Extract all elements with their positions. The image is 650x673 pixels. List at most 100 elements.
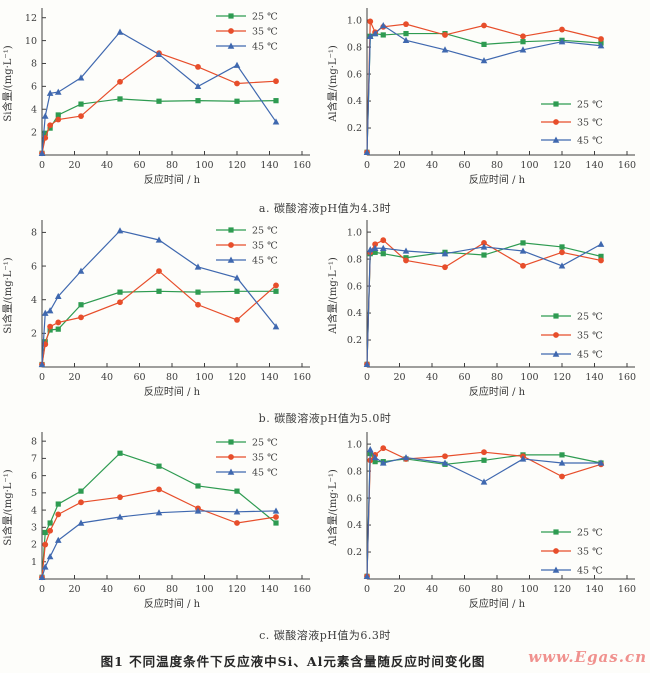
svg-text:1: 1 [31,557,37,568]
svg-text:45 ℃: 45 ℃ [577,566,603,577]
svg-text:0.6: 0.6 [347,69,362,80]
chart-panel-c-al: 0 20 40 60 80 100 120 140 160 0.2 0.4 0.6 0.8 1.0 反应时间… [325,424,650,620]
svg-text:0.8: 0.8 [347,42,362,53]
svg-text:3: 3 [31,523,37,534]
svg-text:120: 120 [228,160,246,171]
svg-text:40: 40 [101,160,113,171]
chart-b-si: 0 20 40 60 80 100 120 140 160 2 4 6 8 反应时间 / h Si含量/(m… [1,220,311,398]
svg-text:45 ℃: 45 ℃ [252,468,278,479]
chart-a-al: 0 20 40 60 80 100 120 140 160 0.2 0.4 0.6 0.8 1.0 反应时间… [326,8,636,186]
svg-text:100: 100 [520,584,538,595]
svg-text:140: 140 [260,372,278,383]
chart-a-si: 0 20 40 60 80 100 120 140 160 2 4 6 8 10 12 反应时间 / h Si含… [1,8,311,186]
svg-text:Si含量/(mg·L⁻¹): Si含量/(mg·L⁻¹) [1,257,14,333]
svg-text:0: 0 [39,584,45,595]
svg-text:0: 0 [364,160,370,171]
svg-text:160: 160 [618,372,636,383]
chart-panel-b-si: 0 20 40 60 80 100 120 140 160 2 4 6 8 反应时间 / h Si含量/(m… [0,212,325,408]
svg-text:35 ℃: 35 ℃ [252,27,278,38]
svg-text:35 ℃: 35 ℃ [252,241,278,252]
svg-text:反应时间 / h: 反应时间 / h [144,597,201,610]
svg-text:100: 100 [520,372,538,383]
svg-text:40: 40 [426,160,438,171]
svg-text:5: 5 [31,488,37,499]
svg-text:100: 100 [195,372,213,383]
svg-text:反应时间 / h: 反应时间 / h [469,597,526,610]
svg-text:25 ℃: 25 ℃ [577,100,603,111]
svg-text:160: 160 [618,584,636,595]
svg-text:40: 40 [426,372,438,383]
svg-text:160: 160 [293,160,311,171]
watermark-text: www.Egas.cn [528,648,647,666]
svg-text:100: 100 [195,584,213,595]
svg-text:Si含量/(mg·L⁻¹): Si含量/(mg·L⁻¹) [1,469,14,545]
chart-panel-c-si: 0 20 40 60 80 100 120 140 160 1 2 3 4 5 6 7 8 反应时间 / h Si含… [0,424,325,620]
svg-text:Al含量/(mg·L⁻¹): Al含量/(mg·L⁻¹) [326,45,339,123]
svg-text:0: 0 [364,584,370,595]
svg-text:45 ℃: 45 ℃ [252,42,278,53]
svg-text:8: 8 [31,59,37,70]
chart-panel-a-si: 0 20 40 60 80 100 120 140 160 2 4 6 8 10 12 反应时间 / h Si含… [0,0,325,196]
svg-text:160: 160 [293,372,311,383]
svg-text:2: 2 [31,127,37,138]
svg-text:140: 140 [585,160,603,171]
svg-text:35 ℃: 35 ℃ [577,331,603,342]
svg-text:100: 100 [195,160,213,171]
svg-text:0.4: 0.4 [347,96,362,107]
svg-text:25 ℃: 25 ℃ [252,12,278,23]
svg-text:8: 8 [31,436,37,447]
svg-text:25 ℃: 25 ℃ [577,312,603,323]
svg-text:45 ℃: 45 ℃ [577,136,603,147]
svg-text:反应时间 / h: 反应时间 / h [144,173,201,186]
svg-text:20: 20 [393,160,405,171]
svg-text:20: 20 [68,372,80,383]
svg-text:80: 80 [166,372,178,383]
svg-text:0.2: 0.2 [347,123,362,134]
svg-text:35 ℃: 35 ℃ [252,453,278,464]
chart-panel-a-al: 0 20 40 60 80 100 120 140 160 0.2 0.4 0.6 0.8 1.0 反应时间… [325,0,650,196]
svg-text:60: 60 [133,372,145,383]
svg-text:60: 60 [133,160,145,171]
svg-text:120: 120 [553,372,571,383]
subcaption-a: a. 碳酸溶液pH值为4.3时 [258,202,392,215]
svg-text:2: 2 [31,329,37,340]
svg-text:Al含量/(mg·L⁻¹): Al含量/(mg·L⁻¹) [326,257,339,335]
svg-text:20: 20 [68,160,80,171]
svg-text:40: 40 [426,584,438,595]
svg-text:120: 120 [553,584,571,595]
svg-text:100: 100 [520,160,538,171]
svg-text:Al含量/(mg·L⁻¹): Al含量/(mg·L⁻¹) [326,469,339,547]
svg-text:6: 6 [31,261,37,272]
svg-text:0.4: 0.4 [347,308,362,319]
svg-text:0.6: 0.6 [347,281,362,292]
svg-text:20: 20 [393,584,405,595]
svg-text:40: 40 [101,372,113,383]
svg-text:反应时间 / h: 反应时间 / h [469,385,526,398]
svg-text:140: 140 [260,584,278,595]
svg-text:0.4: 0.4 [347,520,362,531]
svg-text:0: 0 [39,372,45,383]
svg-text:80: 80 [491,372,503,383]
svg-text:45 ℃: 45 ℃ [252,256,278,267]
svg-text:160: 160 [293,584,311,595]
svg-text:140: 140 [585,584,603,595]
svg-text:120: 120 [228,584,246,595]
svg-text:0: 0 [364,372,370,383]
svg-text:80: 80 [491,584,503,595]
svg-text:80: 80 [166,584,178,595]
svg-text:10: 10 [25,36,37,47]
svg-text:35 ℃: 35 ℃ [577,118,603,129]
svg-text:1.0: 1.0 [347,439,362,450]
svg-text:8: 8 [31,228,37,239]
svg-text:0.6: 0.6 [347,493,362,504]
svg-text:120: 120 [228,372,246,383]
svg-text:60: 60 [458,160,470,171]
svg-text:1.0: 1.0 [347,15,362,26]
svg-text:1.0: 1.0 [347,227,362,238]
svg-text:4: 4 [31,505,37,516]
svg-text:4: 4 [31,104,37,115]
svg-text:6: 6 [31,82,37,93]
svg-text:60: 60 [458,584,470,595]
svg-text:7: 7 [31,454,37,465]
svg-text:20: 20 [68,584,80,595]
